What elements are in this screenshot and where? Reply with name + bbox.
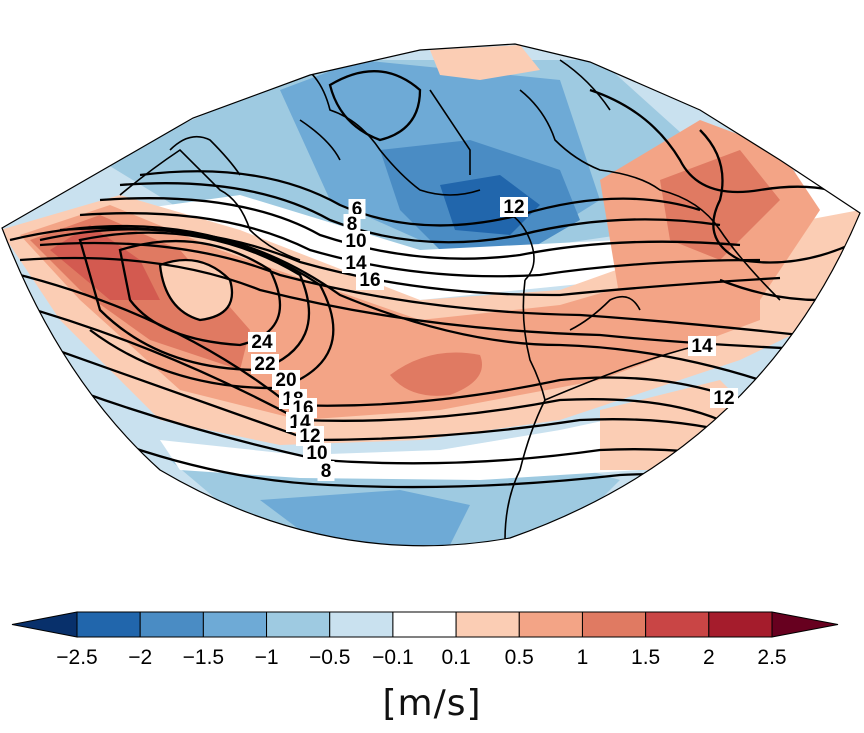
contour-label-bg	[688, 336, 716, 356]
colorbar-max-arrow	[771, 611, 839, 638]
contour-label-bg	[296, 426, 324, 446]
contour-label-bg	[248, 332, 276, 352]
colorbar-tick-label: −2.5	[56, 646, 97, 669]
colorbar-box	[708, 611, 773, 638]
contour-label: 6	[352, 199, 363, 220]
colorbar-box	[645, 611, 710, 638]
colorbar-tick-label: 1	[577, 646, 589, 669]
contour-label-bg	[343, 214, 361, 234]
colorbar-tick-label: −0.1	[372, 646, 413, 669]
colorbar-tick-label: 2.5	[757, 646, 786, 669]
contour-label: 12	[713, 388, 734, 409]
contour-label-bg	[500, 197, 528, 217]
contour-label: 12	[299, 426, 320, 447]
contour-label: 10	[306, 443, 327, 464]
contour-label-bg	[356, 270, 384, 290]
contour-label: 12	[503, 197, 524, 218]
colorbar-box	[202, 611, 268, 638]
colorbar-tick-label: 0.1	[441, 646, 470, 669]
contour-label: 8	[321, 461, 332, 482]
contour-label: 10	[345, 231, 366, 252]
contour-label-bg	[251, 354, 279, 374]
colorbar-tick-label: −1.5	[183, 646, 224, 669]
contour-label: 14	[345, 253, 367, 274]
colorbar-box	[392, 611, 457, 638]
contour-labels: 6810141624222018161412108121412	[248, 197, 738, 482]
colorbar-tick-label: −2	[128, 646, 152, 669]
contour-label: 22	[254, 354, 275, 375]
colorbar-tick-label: −0.5	[309, 646, 350, 669]
colorbar-tick-labels: −2.5 −2 −1.5 −1 −0.5 −0.1 0.1 0.5 1 1.5 2 2.5	[56, 646, 786, 669]
contour-label: 16	[359, 270, 380, 291]
colorbar-box	[76, 611, 141, 638]
colorbar-tick-label: −1	[255, 646, 279, 669]
contour-label-bg	[317, 461, 335, 481]
colorbar-tick-label: 2	[703, 646, 715, 669]
contour-label-bg	[342, 231, 370, 251]
colorbar-tick-label: 0.5	[505, 646, 534, 669]
colorbar-box	[518, 611, 583, 638]
colorbar: −2.5 −2 −1.5 −1 −0.5 −0.1 0.1 0.5 1 1.5 2 2.5	[11, 611, 839, 669]
colorbar-tick-label: 1.5	[631, 646, 660, 669]
colorbar-box	[455, 611, 520, 638]
contour-label-bg	[342, 253, 370, 273]
colorbar-box	[266, 611, 331, 638]
colorbar-min-arrow	[11, 611, 78, 638]
colorbar-box	[139, 611, 204, 638]
map-boundary	[1, 43, 861, 547]
colorbar-box	[581, 611, 647, 638]
contour-label: 8	[347, 214, 358, 235]
colorbar-units: [m/s]	[382, 683, 482, 724]
contour-label: 14	[691, 336, 713, 357]
contour-label-bg	[272, 370, 300, 390]
colorbar-box	[329, 611, 394, 638]
contour-label: 24	[251, 332, 273, 353]
colorbar-boxes	[11, 611, 839, 638]
contour-label-bg	[303, 443, 331, 463]
contour-label-bg	[710, 388, 738, 408]
contour-label: 20	[275, 370, 296, 391]
map-panel: 6810141624222018161412108121412	[1, 43, 861, 547]
